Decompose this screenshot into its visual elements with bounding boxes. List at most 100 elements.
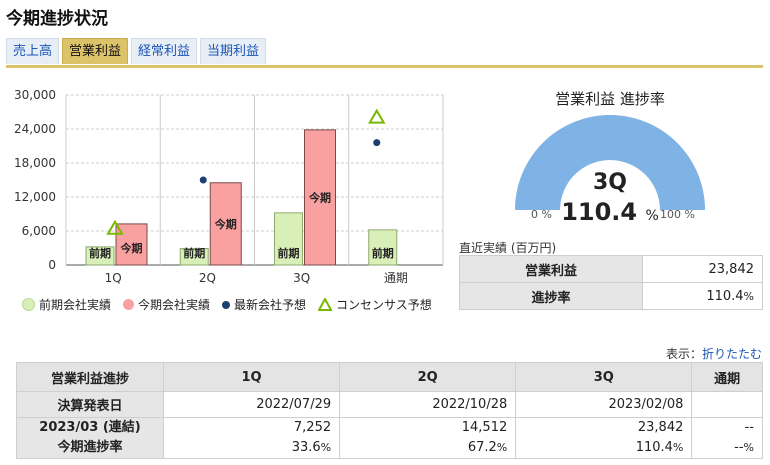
legend-cur-swatch bbox=[123, 299, 135, 310]
recent-value: 110.4% bbox=[642, 282, 763, 310]
tab-net-profit[interactable]: 当期利益 bbox=[200, 38, 267, 64]
rate-number: 110.4 bbox=[635, 440, 673, 455]
recent-table: 営業利益 23,842 進捗率 110.4% bbox=[459, 255, 763, 310]
period-rate: --% bbox=[700, 438, 754, 458]
rate-unit: % bbox=[743, 441, 754, 454]
col-header: 3Q bbox=[515, 362, 693, 392]
gauge-fill bbox=[515, 115, 705, 210]
progress-header-row: 営業利益進捗 1Q 2Q 3Q 通期 bbox=[16, 362, 763, 392]
legend-cur-label: 今期会社実績 bbox=[138, 298, 211, 312]
table-row: 2023/03 (連結) 今期進捗率 7,252 33.6% 14,512 67.2%… bbox=[16, 417, 763, 459]
gauge-max-label: 100 % bbox=[660, 208, 695, 221]
legend-prev-actual: 前期会社実績 bbox=[22, 296, 111, 313]
period-rate: 110.4% bbox=[524, 438, 684, 458]
y-tick-label: 12,000 bbox=[14, 190, 56, 204]
legend-forecast: 最新会社予想 bbox=[222, 296, 306, 313]
table-row: 決算発表日 2022/07/29 2022/10/28 2023/02/08 bbox=[16, 391, 763, 418]
period-cell: 23,842 110.4% bbox=[515, 417, 693, 459]
tab-ordinary-profit[interactable]: 経常利益 bbox=[131, 38, 198, 64]
collapse-link[interactable]: 折りたたむ bbox=[701, 347, 762, 361]
period-rate: 67.2% bbox=[348, 438, 507, 458]
rate-unit: % bbox=[672, 441, 684, 454]
x-tick-label: 1Q bbox=[105, 271, 122, 285]
cur-bar-label: 今期 bbox=[120, 241, 143, 255]
period-cell: 7,252 33.6% bbox=[162, 417, 341, 459]
consensus-point bbox=[106, 219, 124, 235]
period-value: -- bbox=[744, 420, 754, 435]
y-tick-label: 30,000 bbox=[14, 88, 56, 102]
tab-operating-profit[interactable]: 営業利益 bbox=[62, 38, 129, 64]
announce-date bbox=[691, 391, 763, 418]
consensus-point bbox=[368, 108, 386, 124]
tab-sales[interactable]: 売上高 bbox=[6, 38, 60, 64]
forecast-point bbox=[199, 176, 207, 184]
rate-label: 今期進捗率 bbox=[57, 440, 123, 455]
prev-bar-label: 前期 bbox=[278, 246, 300, 260]
period-rate: 33.6% bbox=[172, 438, 331, 458]
gauge-value: 110.4 % bbox=[540, 198, 680, 226]
rate-unit: % bbox=[320, 441, 332, 454]
y-tick-label: 0 bbox=[48, 258, 56, 272]
announce-date: 2023/02/08 bbox=[515, 391, 693, 418]
cur-bar bbox=[209, 182, 242, 266]
recent-label: 進捗率 bbox=[459, 282, 643, 310]
legend-consensus: コンセンサス予想 bbox=[318, 296, 432, 313]
rate-number: 33.6 bbox=[291, 440, 321, 455]
prev-bar bbox=[274, 212, 303, 266]
col-header: 営業利益進捗 bbox=[16, 362, 164, 392]
x-tick-label: 通期 bbox=[384, 271, 408, 285]
display-label: 表示： bbox=[665, 347, 702, 361]
tab-underline bbox=[6, 65, 763, 68]
recent-value-unit: % bbox=[743, 289, 754, 303]
period-value: 23,842 bbox=[637, 420, 684, 435]
x-tick-label: 3Q bbox=[293, 271, 310, 285]
col-header: 通期 bbox=[691, 362, 763, 392]
period-cell: 14,512 67.2% bbox=[339, 417, 517, 459]
prev-bar-label: 前期 bbox=[183, 246, 205, 260]
recent-label: 営業利益 bbox=[459, 255, 643, 283]
cur-bar bbox=[115, 223, 148, 266]
chart-legend: 前期会社実績 今期会社実績 最新会社予想 コンセンサス予想 bbox=[22, 296, 432, 313]
col-header: 2Q bbox=[339, 362, 517, 392]
cur-bar-label: 今期 bbox=[214, 217, 237, 231]
y-tick-label: 6,000 bbox=[22, 224, 56, 238]
forecast-point bbox=[373, 139, 381, 147]
legend-prev-swatch bbox=[22, 298, 35, 311]
y-tick-label: 24,000 bbox=[14, 122, 56, 136]
legend-forecast-label: 最新会社予想 bbox=[234, 298, 307, 312]
row-label: 2023/03 (連結) 今期進捗率 bbox=[16, 417, 164, 459]
gauge-title: 営業利益 進捗率 bbox=[555, 90, 665, 108]
prev-bar bbox=[179, 248, 209, 266]
period-value: 7,252 bbox=[293, 420, 332, 435]
display-toggle: 表示：折りたたむ bbox=[666, 345, 762, 362]
triangle-icon bbox=[318, 298, 333, 311]
rate-unit: % bbox=[496, 441, 508, 454]
cur-bar-label: 今期 bbox=[308, 190, 331, 204]
progress-table: 営業利益進捗 1Q 2Q 3Q 通期 決算発表日 2022/07/29 2022… bbox=[16, 362, 763, 459]
gauge-value-unit: % bbox=[645, 208, 659, 224]
recent-row: 進捗率 110.4% bbox=[459, 282, 763, 310]
announce-date: 2022/10/28 bbox=[339, 391, 517, 418]
gauge-quarter: 3Q bbox=[592, 170, 627, 195]
recent-value: 23,842 bbox=[642, 255, 763, 283]
period-label: 2023/03 (連結) bbox=[39, 420, 141, 435]
gauge-value-number: 110.4 bbox=[561, 198, 638, 226]
col-header: 1Q bbox=[162, 362, 341, 392]
prev-bar-label: 前期 bbox=[89, 246, 111, 260]
gauge-min-label: 0 % bbox=[531, 208, 552, 221]
recent-caption: 直近実績 (百万円) bbox=[459, 241, 557, 255]
legend-forecast-swatch bbox=[222, 300, 231, 309]
announce-date: 2022/07/29 bbox=[162, 391, 341, 418]
row-label: 決算発表日 bbox=[16, 391, 164, 418]
metric-tabs: 売上高 営業利益 経常利益 当期利益 bbox=[6, 38, 267, 64]
cur-bar bbox=[304, 129, 336, 266]
prev-bar bbox=[85, 246, 115, 266]
prev-bar bbox=[368, 229, 398, 266]
period-cell: -- --% bbox=[691, 417, 763, 459]
period-value: 14,512 bbox=[461, 420, 508, 435]
x-tick-label: 2Q bbox=[199, 271, 216, 285]
y-tick-label: 18,000 bbox=[14, 156, 56, 170]
page-title: 今期進捗状況 bbox=[6, 9, 108, 29]
legend-cur-actual: 今期会社実績 bbox=[123, 296, 210, 313]
legend-consensus-label: コンセンサス予想 bbox=[336, 298, 432, 312]
